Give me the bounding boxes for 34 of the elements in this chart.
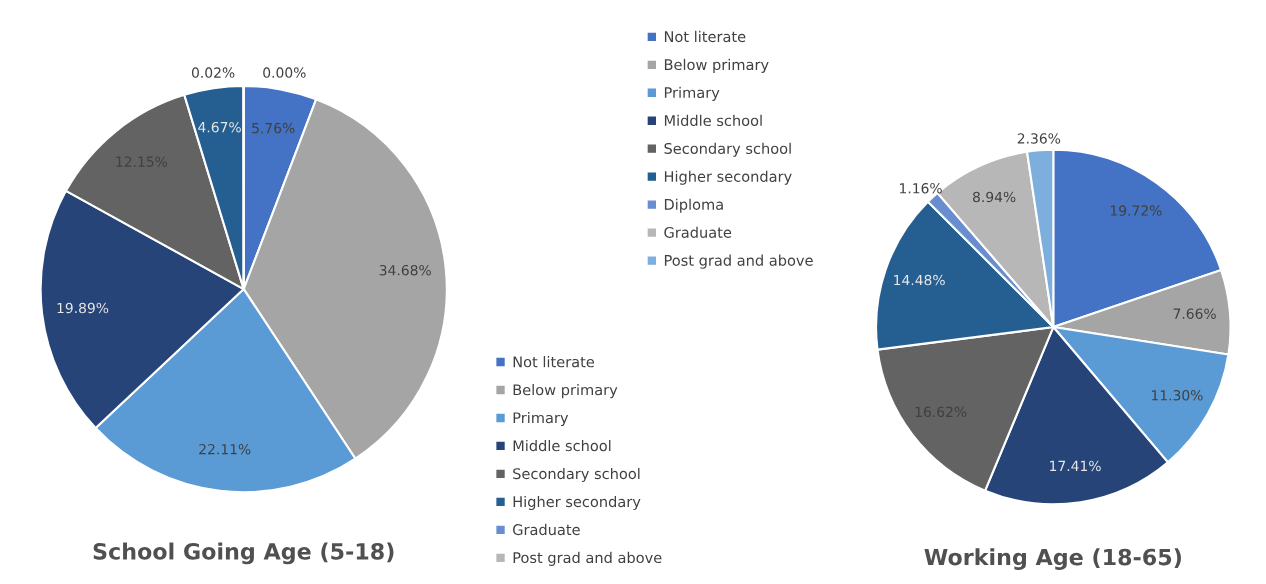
data-label: 4.67% — [198, 121, 241, 133]
legend-label: Post grad and above — [513, 551, 662, 566]
legend-label: Not literate — [513, 356, 595, 368]
data-label: 19.72% — [1110, 205, 1162, 216]
legend-label: Diploma — [664, 198, 723, 213]
legend-label: Higher secondary — [513, 495, 641, 511]
text: School Going Age (5-18) — [93, 542, 394, 565]
data-label: 14.48% — [894, 274, 945, 286]
text: 0.00% — [263, 67, 306, 78]
legend-label: Post grad and above — [664, 254, 813, 269]
data-label: 8.94% — [973, 191, 1016, 203]
data-label: 19.89% — [57, 302, 109, 314]
data-label: 22.11% — [199, 443, 251, 455]
legend-label: Below primary — [664, 58, 769, 73]
legend-label: Primary — [664, 86, 720, 101]
data-label: 34.68% — [379, 264, 431, 276]
data-label: 5.76% — [252, 122, 295, 134]
data-label: 7.66% — [1173, 308, 1216, 319]
legend-label: Middle school — [664, 114, 762, 127]
legend-label: Graduate — [513, 523, 580, 536]
legend-label: Higher secondary — [664, 170, 792, 185]
data-label: 0.02% — [191, 67, 235, 78]
legend-label: Middle school — [513, 439, 611, 452]
data-label: 1.16% — [900, 182, 942, 194]
legend-label: Graduate — [664, 226, 732, 238]
legend-label: Primary — [513, 411, 569, 427]
legend-label: Not literate — [664, 30, 746, 43]
text: Working Age (18-65) — [924, 548, 1181, 570]
data-label: 11.30% — [1151, 390, 1203, 401]
legend-label: Below primary — [513, 384, 618, 399]
data-label: 17.41% — [1050, 460, 1101, 472]
legend-label: Secondary school — [664, 142, 791, 157]
legend-label: Secondary school — [513, 467, 640, 483]
data-label: 2.36% — [1017, 133, 1061, 144]
